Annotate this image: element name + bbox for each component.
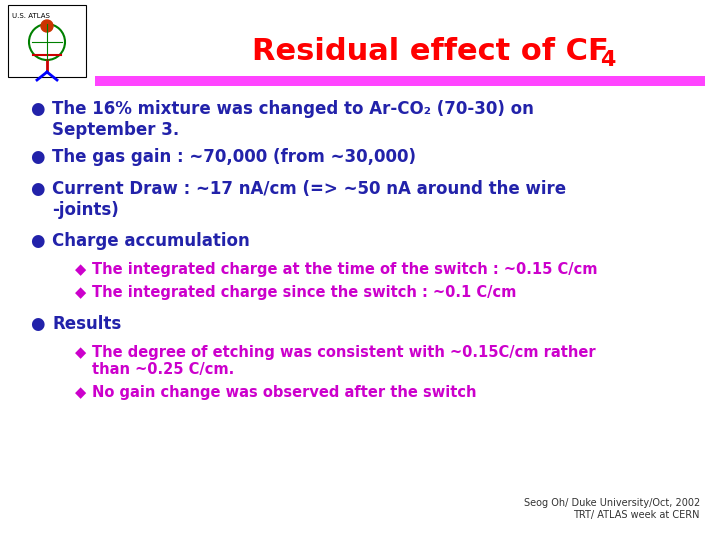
Text: ◆: ◆ <box>75 285 86 300</box>
Text: ●: ● <box>30 148 45 166</box>
Text: ●: ● <box>30 232 45 250</box>
Text: Results: Results <box>52 315 121 333</box>
Text: No gain change was observed after the switch: No gain change was observed after the sw… <box>92 385 477 400</box>
Text: Residual effect of CF: Residual effect of CF <box>251 37 608 66</box>
Text: 4: 4 <box>600 50 616 70</box>
Text: U.S. ATLAS: U.S. ATLAS <box>12 13 50 19</box>
Text: The integrated charge at the time of the switch : ~0.15 C/cm: The integrated charge at the time of the… <box>92 262 598 277</box>
Text: ◆: ◆ <box>75 345 86 360</box>
Text: ●: ● <box>30 180 45 198</box>
Text: The degree of etching was consistent with ~0.15C/cm rather
than ~0.25 C/cm.: The degree of etching was consistent wit… <box>92 345 595 377</box>
Text: ◆: ◆ <box>75 385 86 400</box>
Text: Seog Oh/ Duke University/Oct, 2002
TRT/ ATLAS week at CERN: Seog Oh/ Duke University/Oct, 2002 TRT/ … <box>523 498 700 520</box>
Text: The 16% mixture was changed to Ar-CO₂ (70-30) on
September 3.: The 16% mixture was changed to Ar-CO₂ (7… <box>52 100 534 139</box>
Text: Current Draw : ~17 nA/cm (=> ~50 nA around the wire
-joints): Current Draw : ~17 nA/cm (=> ~50 nA arou… <box>52 180 566 219</box>
Text: Charge accumulation: Charge accumulation <box>52 232 250 250</box>
Text: The integrated charge since the switch : ~0.1 C/cm: The integrated charge since the switch :… <box>92 285 516 300</box>
Text: ●: ● <box>30 100 45 118</box>
Bar <box>8 5 86 77</box>
Text: ●: ● <box>30 315 45 333</box>
Bar <box>95 76 705 86</box>
Circle shape <box>41 20 53 32</box>
Text: ◆: ◆ <box>75 262 86 277</box>
Text: The gas gain : ~70,000 (from ~30,000): The gas gain : ~70,000 (from ~30,000) <box>52 148 416 166</box>
